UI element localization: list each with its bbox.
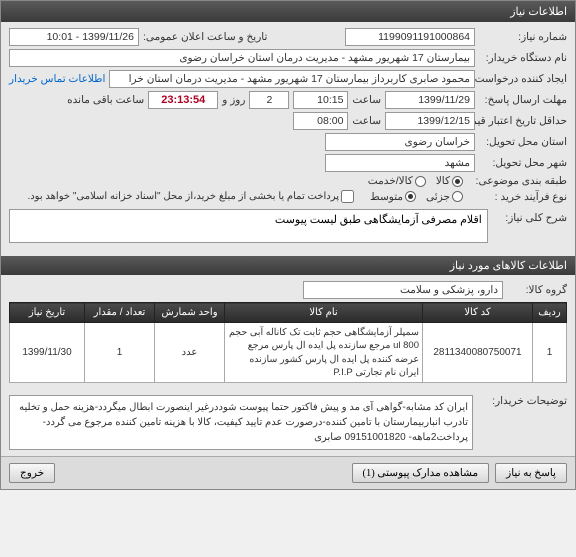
need-info-panel: اطلاعات نیاز شماره نیاز: 119909119100086… [0, 0, 576, 490]
cell-idx: 1 [533, 323, 567, 383]
buyer-notes-row: توضیحات خریدار: ایران کد مشابه-گواهی آی … [1, 389, 575, 456]
exit-button[interactable]: خروج [9, 463, 55, 483]
budget-service-radio[interactable]: کالا/خدمت [368, 175, 426, 187]
cell-qty: 1 [85, 323, 155, 383]
partial-pay-label: پرداخت تمام یا بخشی از مبلغ خرید،از محل … [27, 191, 339, 202]
th-qty: تعداد / مقدار [85, 303, 155, 323]
group-label: گروه کالا: [507, 284, 567, 296]
th-code: کد کالا [423, 303, 533, 323]
contact-link[interactable]: اطلاعات تماس خریدار [9, 73, 105, 85]
deadline-label: مهلت ارسال پاسخ: [479, 94, 567, 106]
validity-date: 1399/12/15 [385, 112, 475, 130]
deadline-date: 1399/11/29 [385, 91, 475, 109]
budget-goods-radio[interactable]: کالا [436, 175, 463, 187]
group-value: دارو، پزشکی و سلامت [303, 281, 503, 299]
panel-title: اطلاعات نیاز [1, 1, 575, 22]
buyer-notes-text: ایران کد مشابه-گواهی آی مد و پیش فاکتور … [9, 395, 473, 450]
desc-label: شرح کلی نیاز: [492, 209, 567, 224]
process-label: نوع فرآیند خرید : [467, 191, 567, 203]
province-label: استان محل تحویل: [479, 136, 567, 148]
city-label: شهر محل تحویل: [479, 157, 567, 169]
table-header-row: ردیف کد کالا نام کالا واحد شمارش تعداد /… [10, 303, 567, 323]
budget-radio-group: کالا کالا/خدمت [368, 175, 463, 187]
city-value: مشهد [325, 154, 475, 172]
days-label: روز و [222, 94, 245, 106]
th-unit: واحد شمارش [155, 303, 225, 323]
items-table: ردیف کد کالا نام کالا واحد شمارش تعداد /… [9, 302, 567, 383]
process-mid-label: متوسط [370, 191, 403, 203]
cell-date: 1399/11/30 [10, 323, 85, 383]
cell-unit: عدد [155, 323, 225, 383]
buyer-org-value: بیمارستان 17 شهریور مشهد - مدیریت درمان … [9, 49, 475, 67]
validity-label: حداقل تاریخ اعتبار قیمت: تا تاریخ: [479, 115, 567, 127]
th-name: نام کالا [225, 303, 423, 323]
need-no-label: شماره نیاز: [479, 31, 567, 43]
countdown-timer: 23:13:54 [148, 91, 218, 109]
process-mid-radio[interactable]: متوسط [370, 191, 416, 203]
radio-icon [452, 191, 463, 202]
items-section-title: اطلاعات کالاهای مورد نیاز [1, 256, 575, 275]
form-area: شماره نیاز: 1199091191000864 تاریخ و ساع… [1, 22, 575, 252]
partial-pay-check[interactable]: پرداخت تمام یا بخشی از مبلغ خرید،از محل … [27, 190, 354, 203]
creator-value: محمود صابری کاربرداز بیمارستان 17 شهریور… [109, 70, 475, 88]
radio-selected-icon [405, 191, 416, 202]
cell-code: 2811340080750071 [423, 323, 533, 383]
th-date: تاریخ نیاز [10, 303, 85, 323]
deadline-time: 10:15 [293, 91, 348, 109]
process-low-radio[interactable]: جزئی [426, 191, 463, 203]
attachments-button[interactable]: مشاهده مدارک پیوستی (1) [352, 463, 490, 483]
buyer-notes-label: توضیحات خریدار: [479, 395, 567, 407]
button-bar: پاسخ به نیاز مشاهده مدارک پیوستی (1) خرو… [1, 456, 575, 489]
th-idx: ردیف [533, 303, 567, 323]
radio-icon [415, 176, 426, 187]
days-remaining: 2 [249, 91, 289, 109]
budget-service-label: کالا/خدمت [368, 175, 413, 187]
pub-date-label: تاریخ و ساعت اعلان عمومی: [143, 31, 267, 43]
table-row[interactable]: 1 2811340080750071 سمپلر آزمایشگاهی حجم … [10, 323, 567, 383]
cell-name: سمپلر آزمایشگاهی حجم ثابت تک کاناله آبی … [225, 323, 423, 383]
desc-textarea[interactable] [9, 209, 488, 243]
need-no-value: 1199091191000864 [345, 28, 475, 46]
budget-label: طبقه بندی موضوعی: [467, 175, 567, 187]
reply-button[interactable]: پاسخ به نیاز [495, 463, 567, 483]
time-label-1: ساعت [352, 94, 381, 106]
pub-date-value: 1399/11/26 - 10:01 [9, 28, 139, 46]
partial-pay-checkbox[interactable] [341, 190, 354, 203]
time-label-2: ساعت [352, 115, 381, 127]
process-radio-group: جزئی متوسط [370, 191, 463, 203]
remain-label: ساعت باقی مانده [67, 94, 144, 106]
process-low-label: جزئی [426, 191, 450, 203]
budget-goods-label: کالا [436, 175, 450, 187]
creator-label: ایجاد کننده درخواست: [479, 73, 567, 85]
validity-time: 08:00 [293, 112, 348, 130]
radio-selected-icon [452, 176, 463, 187]
province-value: خراسان رضوی [325, 133, 475, 151]
buyer-org-label: نام دستگاه خریدار: [479, 52, 567, 64]
